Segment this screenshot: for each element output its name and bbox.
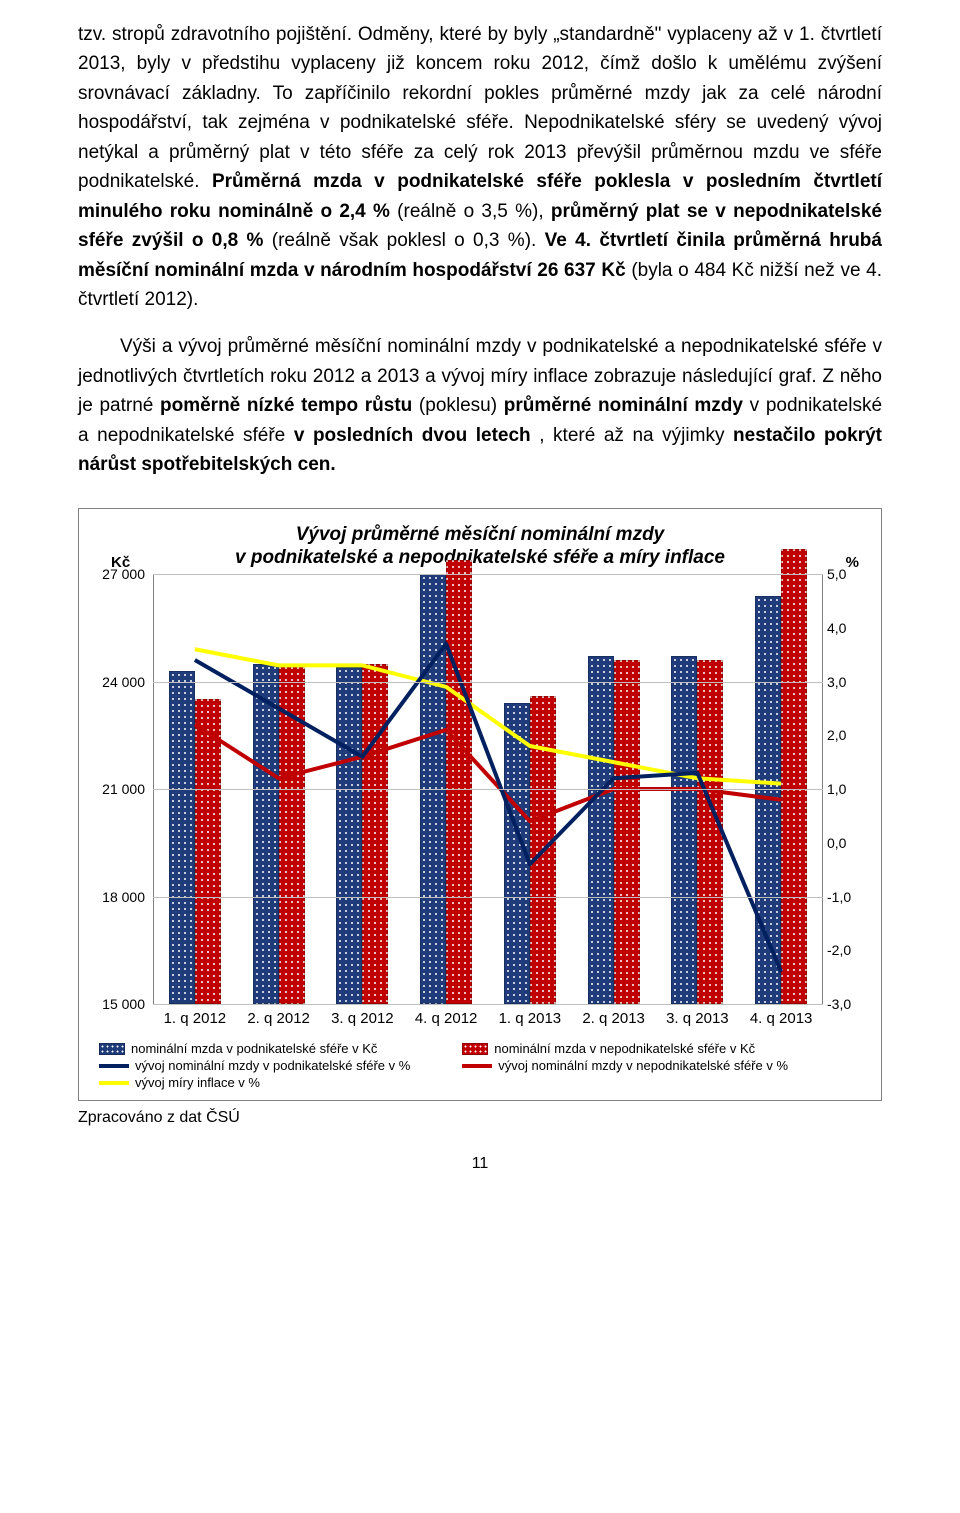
p1-pre: tzv. stropů zdravotního pojištění. Odměn… — [78, 24, 882, 192]
bar-series2 — [362, 664, 388, 1004]
bar-series1 — [671, 656, 697, 1004]
y-right-tick: -1,0 — [827, 889, 867, 905]
page-number: 11 — [78, 1155, 882, 1173]
y-left-tick: 27 000 — [93, 566, 145, 582]
y-right-tick: 3,0 — [827, 674, 867, 690]
y-left-tick: 18 000 — [93, 889, 145, 905]
x-axis-labels: 1. q 20122. q 20123. q 20124. q 20121. q… — [153, 1004, 823, 1027]
legend-label-line3: vývoj míry inflace v % — [135, 1075, 260, 1090]
x-axis-tick: 1. q 2013 — [488, 1004, 572, 1027]
legend-swatch-line2 — [462, 1064, 492, 1068]
y-left-tick: 21 000 — [93, 781, 145, 797]
paragraph-2: Výši a vývoj průměrné měsíční nominální … — [78, 332, 882, 479]
source-note: Zpracováno z dat ČSÚ — [78, 1109, 882, 1127]
x-axis-tick: 4. q 2013 — [739, 1004, 823, 1027]
bar-series2 — [697, 660, 723, 1004]
p2-b3: v posledních dvou letech — [294, 425, 531, 446]
legend-label-bar1: nominální mzda v podnikatelské sféře v K… — [131, 1041, 377, 1056]
y-right-tick: 2,0 — [827, 727, 867, 743]
legend-label-line2: vývoj nominální mzdy v nepodnikatelské s… — [498, 1058, 788, 1073]
x-axis-tick: 2. q 2012 — [237, 1004, 321, 1027]
legend-label-bar2: nominální mzda v nepodnikatelské sféře v… — [494, 1041, 755, 1056]
p2-m3: , které až na výjimky — [539, 425, 733, 446]
p1-m2: (reálně však poklesl o 0,3 %). — [272, 230, 545, 251]
chart-title: Vývoj průměrné měsíční nominální mzdy v … — [93, 523, 867, 571]
gridline — [153, 574, 823, 575]
x-axis-tick: 3. q 2012 — [321, 1004, 405, 1027]
paragraph-1: tzv. stropů zdravotního pojištění. Odměn… — [78, 20, 882, 314]
chart-container: Vývoj průměrné měsíční nominální mzdy v … — [78, 508, 882, 1102]
bar-series1 — [253, 664, 279, 1004]
gridline — [153, 789, 823, 790]
legend-line2: vývoj nominální mzdy v nepodnikatelské s… — [462, 1058, 797, 1073]
x-axis-tick: 4. q 2012 — [404, 1004, 488, 1027]
bar-series2 — [614, 660, 640, 1004]
p1-m1: (reálně o 3,5 %), — [397, 201, 551, 222]
legend-line3: vývoj míry inflace v % — [99, 1075, 434, 1090]
chart-legend: nominální mzda v podnikatelské sféře v K… — [93, 1041, 867, 1090]
legend-label-line1: vývoj nominální mzdy v podnikatelské sfé… — [135, 1058, 410, 1073]
bar-series2 — [195, 699, 221, 1004]
p2-b2: průměrné nominální mzdy — [504, 395, 750, 416]
bar-series1 — [588, 656, 614, 1004]
legend-bar2: nominální mzda v nepodnikatelské sféře v… — [462, 1041, 797, 1056]
bar-series2 — [530, 696, 556, 1004]
p2-b1: poměrně nízké tempo růstu — [160, 395, 419, 416]
bar-series2 — [279, 667, 305, 1004]
bar-series2 — [781, 549, 807, 1004]
chart-title-l1: Vývoj průměrné měsíční nominální mzdy — [296, 524, 665, 545]
bar-series1 — [336, 667, 362, 1004]
y-left-tick: 15 000 — [93, 996, 145, 1012]
y-right-tick: -2,0 — [827, 942, 867, 958]
y-right-tick: 0,0 — [827, 835, 867, 851]
gridline — [153, 682, 823, 683]
legend-swatch-line3 — [99, 1081, 129, 1085]
y-right-tick: -3,0 — [827, 996, 867, 1012]
gridline — [153, 1004, 823, 1005]
body-text: tzv. stropů zdravotního pojištění. Odměn… — [78, 20, 882, 480]
p2-m1: (poklesu) — [419, 395, 504, 416]
y-right-tick: 5,0 — [827, 566, 867, 582]
bar-series2 — [446, 560, 472, 1004]
legend-swatch-bar1 — [99, 1043, 125, 1055]
bar-series1 — [504, 703, 530, 1004]
y-left-tick: 24 000 — [93, 674, 145, 690]
x-axis-tick: 1. q 2012 — [153, 1004, 237, 1027]
legend-swatch-line1 — [99, 1064, 129, 1068]
y-right-tick: 1,0 — [827, 781, 867, 797]
bar-series1 — [169, 671, 195, 1004]
chart-title-l2: v podnikatelské a nepodnikatelské sféře … — [235, 547, 725, 568]
y-right-tick: 4,0 — [827, 620, 867, 636]
chart-plot-area: Kč % 27 00024 00021 00018 00015 0005,04,… — [153, 574, 823, 1004]
x-axis-tick: 3. q 2013 — [656, 1004, 740, 1027]
legend-bar1: nominální mzda v podnikatelské sféře v K… — [99, 1041, 434, 1056]
legend-swatch-bar2 — [462, 1043, 488, 1055]
bar-series1 — [755, 596, 781, 1005]
x-axis-tick: 2. q 2013 — [572, 1004, 656, 1027]
gridline — [153, 897, 823, 898]
legend-line1: vývoj nominální mzdy v podnikatelské sfé… — [99, 1058, 434, 1073]
